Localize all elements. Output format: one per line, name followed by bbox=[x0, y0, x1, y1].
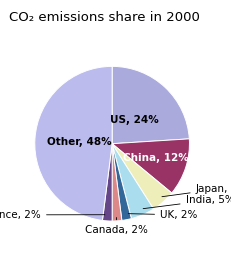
Text: UK, 2%: UK, 2% bbox=[128, 210, 197, 220]
Text: India, 5%: India, 5% bbox=[143, 195, 231, 209]
Text: US, 24%: US, 24% bbox=[109, 115, 158, 125]
Text: China, 12%: China, 12% bbox=[123, 153, 188, 163]
Text: France, 2%: France, 2% bbox=[0, 210, 104, 220]
Text: Other, 48%: Other, 48% bbox=[47, 137, 112, 147]
Wedge shape bbox=[102, 144, 112, 221]
Text: CO₂ emissions share in 2000: CO₂ emissions share in 2000 bbox=[9, 11, 199, 24]
Text: Canada, 2%: Canada, 2% bbox=[84, 217, 147, 235]
Wedge shape bbox=[112, 144, 121, 221]
Wedge shape bbox=[112, 144, 131, 220]
Wedge shape bbox=[112, 144, 171, 209]
Wedge shape bbox=[112, 66, 188, 144]
Wedge shape bbox=[35, 66, 112, 220]
Text: Japan, 5%: Japan, 5% bbox=[161, 183, 231, 197]
Wedge shape bbox=[112, 139, 189, 193]
Wedge shape bbox=[112, 144, 153, 219]
